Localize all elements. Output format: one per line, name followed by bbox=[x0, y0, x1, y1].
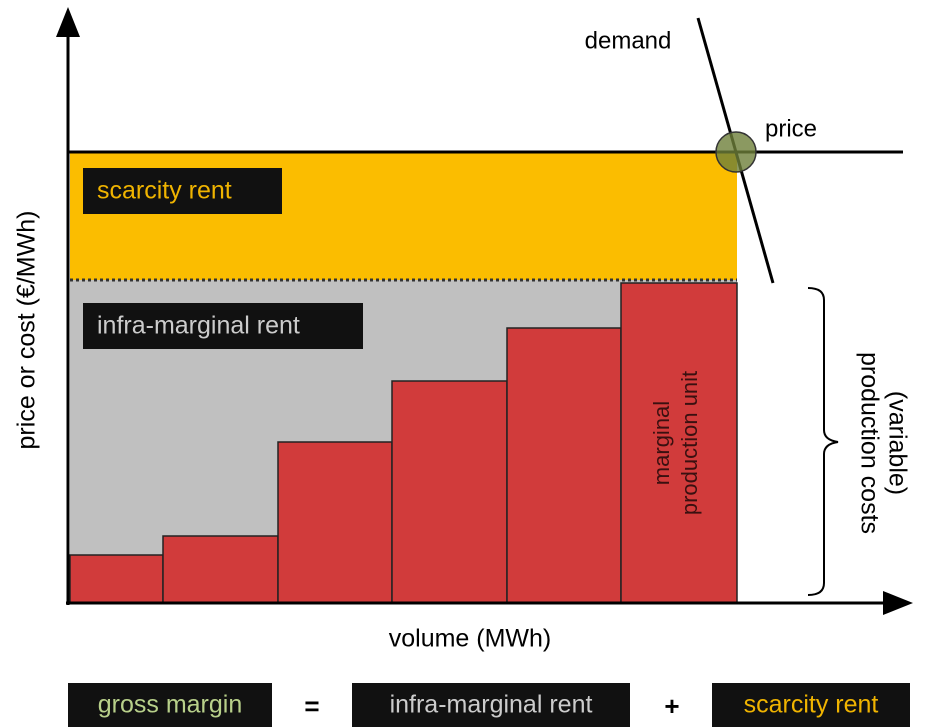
inframarginal-term: infra-marginal rent bbox=[390, 691, 593, 719]
cost-bars bbox=[69, 282, 738, 604]
price-label: price bbox=[765, 115, 817, 142]
x-axis-label: volume (MWh) bbox=[389, 625, 552, 653]
bar bbox=[69, 554, 164, 604]
bar bbox=[391, 380, 508, 604]
cost-line: production costs bbox=[855, 352, 883, 534]
label-box bbox=[352, 683, 630, 727]
bar bbox=[620, 282, 738, 604]
bar bbox=[506, 327, 622, 604]
marginal-unit-label: marginal production unit bbox=[649, 371, 702, 515]
cost-line: (variable) bbox=[883, 391, 911, 495]
marginal-line: production unit bbox=[677, 371, 702, 515]
gross-margin: gross margin bbox=[98, 691, 243, 719]
cost-label: (variable) production costs bbox=[855, 352, 911, 534]
plus: + bbox=[664, 691, 679, 721]
scarcity-term: scarcity rent bbox=[744, 691, 879, 719]
equilibrium bbox=[715, 131, 757, 173]
bar bbox=[162, 535, 279, 604]
label-box bbox=[83, 303, 363, 349]
equals: = bbox=[304, 691, 319, 721]
label-box bbox=[712, 683, 910, 727]
inframarginal-label: infra-marginal rent bbox=[97, 312, 300, 340]
marginal-line: marginal bbox=[649, 401, 674, 485]
brace bbox=[807, 287, 839, 596]
y-axis-label: price or cost (€/MWh) bbox=[13, 211, 41, 450]
label-box bbox=[83, 168, 282, 214]
label-box bbox=[68, 683, 272, 727]
demand-label: demand bbox=[585, 27, 672, 54]
scarcity-label: scarcity rent bbox=[97, 177, 232, 205]
bar bbox=[277, 441, 393, 604]
